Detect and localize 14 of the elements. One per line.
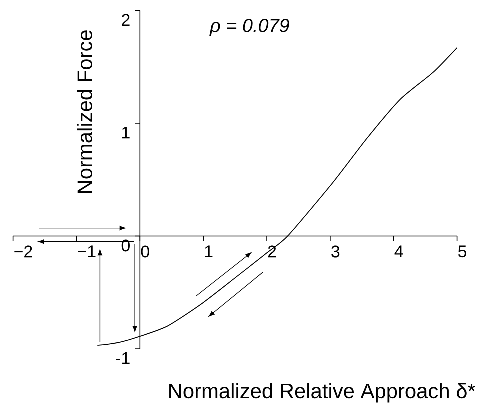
- annotation: ρ = 0.079: [210, 19, 290, 36]
- x-tick-label: 2: [268, 246, 276, 258]
- x-tick-label: 4: [394, 246, 404, 258]
- x-tick-label: 3: [332, 246, 340, 258]
- y-axis-title: Normalized Force: [77, 30, 92, 194]
- x-axis-title: Normalized Relative Approach δ*: [170, 383, 476, 403]
- y-tick-label: -1: [116, 352, 130, 364]
- x-tick-label: 0: [141, 246, 150, 258]
- x-tick-label: 1: [205, 246, 213, 258]
- y-tick-label: 1: [122, 127, 130, 139]
- x-tick-label: −1: [78, 246, 96, 258]
- y-tick-label: 2: [122, 14, 130, 26]
- x-tick-label: 5: [458, 246, 467, 258]
- x-tick-label: −2: [14, 246, 32, 258]
